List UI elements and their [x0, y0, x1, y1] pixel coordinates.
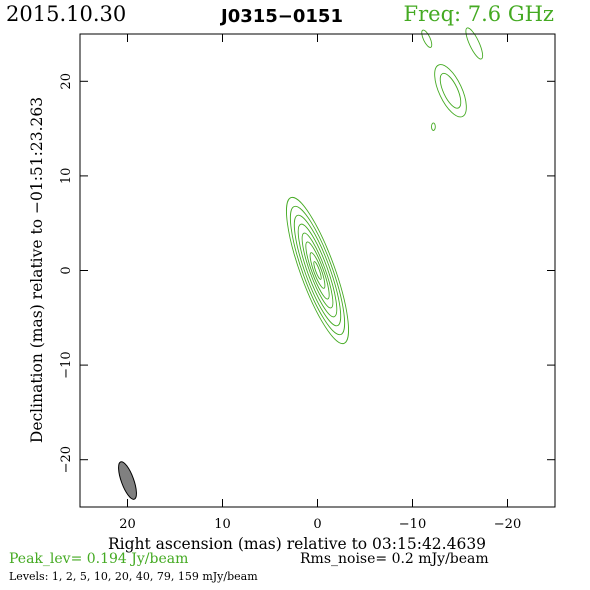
x-tick-label: −20	[494, 517, 521, 532]
y-tick-label: 20	[59, 73, 74, 90]
core-contour-1	[286, 196, 349, 345]
blob-d-contour-1	[431, 122, 436, 131]
source-name: J0315−0151	[221, 6, 343, 27]
blob-a-contour-1	[434, 64, 467, 118]
core-contour-7	[309, 252, 326, 289]
x-tick-label: 20	[119, 517, 136, 532]
y-tick-label: 0	[59, 266, 74, 274]
beam-group	[118, 461, 137, 500]
blob-b-contour-1	[465, 27, 484, 60]
y-axis-label: Declination (mas) relative to −01:51:23.…	[28, 97, 46, 443]
core-contour-3	[293, 214, 342, 327]
y-tick-label: −10	[59, 351, 74, 378]
y-tick-label: 10	[59, 168, 74, 185]
blob-c-contour-1	[421, 29, 433, 48]
y-tick-label: −20	[59, 446, 74, 473]
blob-a-contour-2	[439, 72, 462, 109]
x-tick-label: 10	[214, 517, 231, 532]
contour-group	[286, 27, 484, 345]
plot-frame	[79, 33, 556, 508]
x-tick-label: 0	[313, 517, 321, 532]
rms-noise: Rms_noise= 0.2 mJy/beam	[300, 551, 489, 567]
core-contour-2	[289, 205, 346, 336]
x-tick-label: −10	[399, 517, 426, 532]
tick-label-group: 20 10 0 −10 −20 20 10 0 −10 −20	[59, 73, 521, 532]
frequency-label: Freq: 7.6 GHz	[403, 2, 554, 26]
tick-group	[80, 34, 555, 507]
x-axis-label: Right ascension (mas) relative to 03:15:…	[108, 535, 486, 553]
contour-levels: Levels: 1, 2, 5, 10, 20, 40, 79, 159 mJy…	[9, 570, 258, 583]
core-contour-5	[301, 232, 334, 309]
core-contour-4	[297, 223, 338, 318]
beam-ellipse	[118, 461, 137, 500]
core-contour-8	[313, 261, 322, 280]
peak-level: Peak_lev= 0.194 Jy/beam	[9, 551, 189, 567]
core-contour-6	[305, 241, 330, 300]
observation-date: 2015.10.30	[6, 2, 127, 26]
